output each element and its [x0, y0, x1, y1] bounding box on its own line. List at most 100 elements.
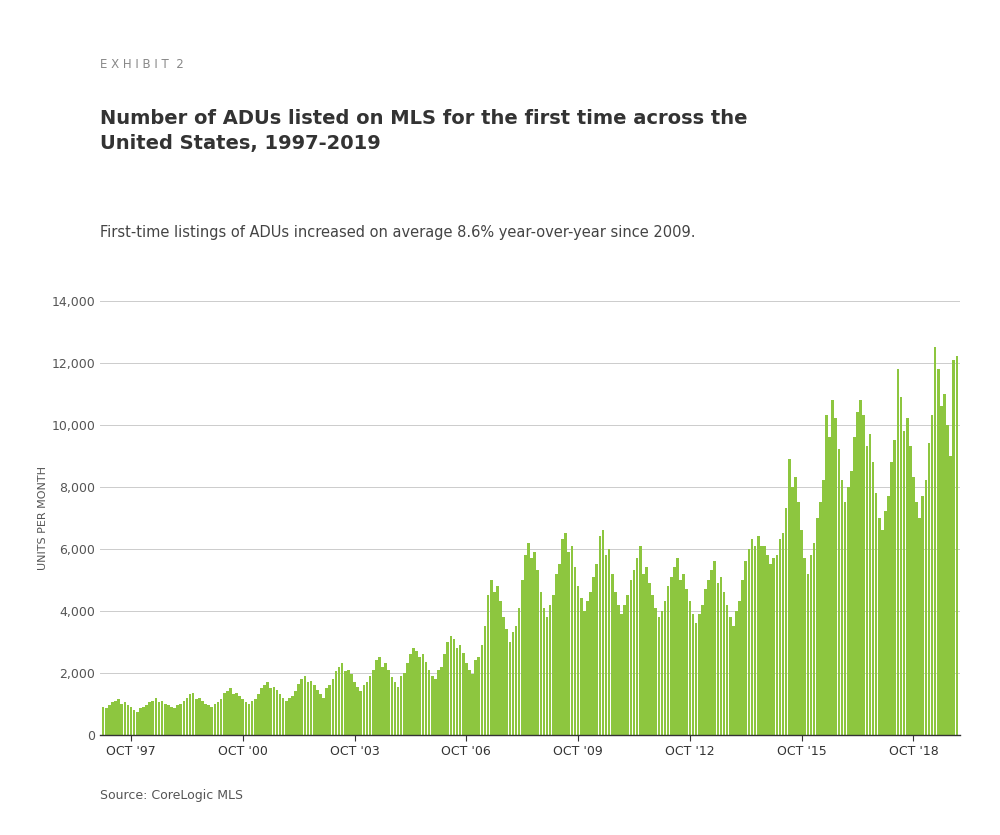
Bar — [285, 701, 288, 735]
Bar — [893, 440, 896, 735]
Bar — [692, 614, 694, 735]
Bar — [741, 579, 744, 735]
Bar — [502, 617, 505, 735]
Bar — [592, 577, 595, 735]
Bar — [338, 666, 340, 735]
Bar — [232, 695, 235, 735]
Bar — [567, 552, 570, 735]
Bar — [158, 702, 160, 735]
Bar — [428, 670, 430, 735]
Bar — [564, 534, 567, 735]
Bar — [108, 706, 111, 735]
Bar — [248, 704, 250, 735]
Bar — [496, 586, 499, 735]
Text: Source: CoreLogic MLS: Source: CoreLogic MLS — [100, 788, 243, 802]
Bar — [626, 595, 629, 735]
Bar — [130, 707, 132, 735]
Bar — [853, 437, 856, 735]
Bar — [350, 675, 353, 735]
Bar — [698, 614, 701, 735]
Bar — [440, 666, 443, 735]
Bar — [856, 412, 859, 735]
Bar — [241, 699, 244, 735]
Bar — [335, 671, 337, 735]
Bar — [481, 645, 483, 735]
Bar — [897, 369, 899, 735]
Bar — [667, 586, 669, 735]
Bar — [639, 545, 642, 735]
Bar — [785, 509, 787, 735]
Bar — [192, 693, 194, 735]
Bar — [797, 502, 800, 735]
Bar — [505, 630, 508, 735]
Bar — [161, 701, 163, 735]
Bar — [589, 592, 592, 735]
Bar — [167, 706, 170, 735]
Bar — [903, 431, 905, 735]
Bar — [807, 574, 809, 735]
Text: First-time listings of ADUs increased on average 8.6% year-over-year since 2009.: First-time listings of ADUs increased on… — [100, 225, 696, 240]
Bar — [120, 704, 123, 735]
Bar — [394, 682, 396, 735]
Bar — [372, 670, 375, 735]
Bar — [555, 574, 558, 735]
Bar — [223, 693, 226, 735]
Bar — [226, 691, 229, 735]
Bar — [850, 471, 853, 735]
Bar — [139, 708, 142, 735]
Bar — [571, 545, 573, 735]
Bar — [834, 418, 837, 735]
Bar — [446, 642, 449, 735]
Bar — [512, 632, 514, 735]
Bar — [179, 704, 182, 735]
Bar — [288, 697, 291, 735]
Bar — [468, 670, 471, 735]
Bar — [453, 639, 455, 735]
Bar — [816, 518, 819, 735]
Bar — [425, 662, 427, 735]
Bar — [142, 707, 145, 735]
Bar — [605, 555, 607, 735]
Bar — [872, 462, 874, 735]
Bar — [580, 599, 583, 735]
Bar — [459, 645, 461, 735]
Bar — [170, 707, 173, 735]
Bar — [524, 555, 527, 735]
Bar — [518, 608, 520, 735]
Bar — [257, 695, 260, 735]
Bar — [710, 570, 713, 735]
Bar — [220, 699, 222, 735]
Bar — [471, 675, 474, 735]
Bar — [111, 702, 114, 735]
Bar — [316, 690, 319, 735]
Bar — [344, 671, 347, 735]
Bar — [201, 701, 204, 735]
Bar — [884, 512, 887, 735]
Bar — [313, 686, 316, 735]
Bar — [713, 561, 716, 735]
Bar — [127, 706, 129, 735]
Bar — [235, 693, 238, 735]
Bar — [757, 536, 760, 735]
Bar — [245, 702, 247, 735]
Bar — [791, 487, 794, 735]
Bar — [462, 653, 465, 735]
Bar — [890, 462, 893, 735]
Bar — [384, 664, 387, 735]
Bar — [754, 545, 756, 735]
Bar — [803, 558, 806, 735]
Bar — [325, 688, 328, 735]
Bar — [304, 676, 306, 735]
Bar — [909, 447, 912, 735]
Bar — [859, 400, 862, 735]
Bar — [679, 579, 682, 735]
Bar — [915, 502, 918, 735]
Bar — [195, 699, 198, 735]
Bar — [881, 530, 884, 735]
Bar — [266, 682, 269, 735]
Bar — [648, 583, 651, 735]
Bar — [363, 686, 365, 735]
Bar — [418, 657, 421, 735]
Bar — [291, 696, 294, 735]
Bar — [499, 601, 502, 735]
